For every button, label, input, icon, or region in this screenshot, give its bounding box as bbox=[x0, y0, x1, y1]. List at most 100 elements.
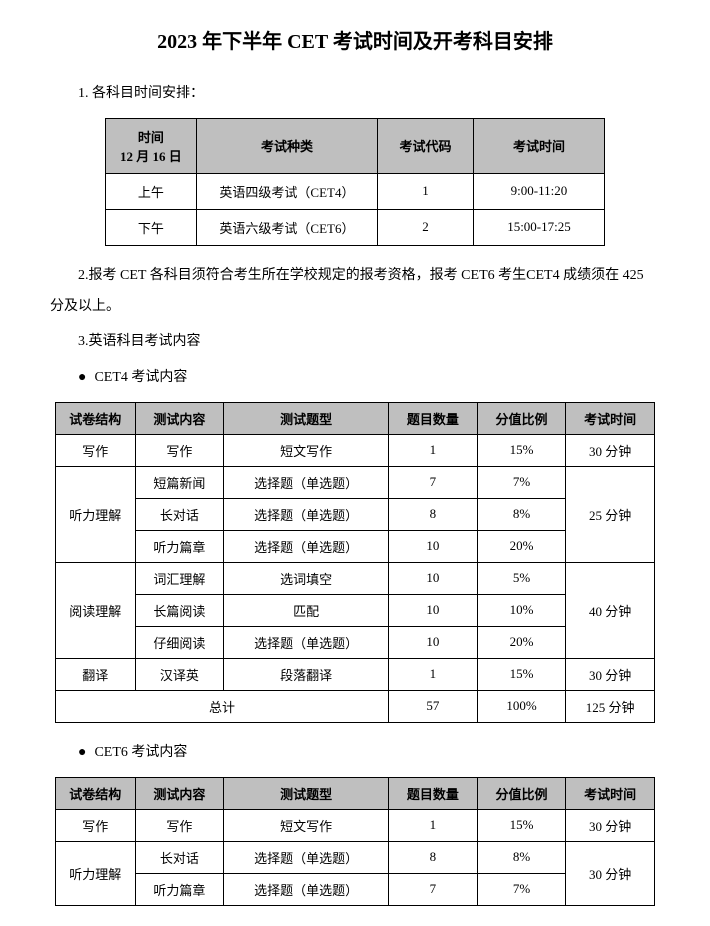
cell: 仔细阅读 bbox=[135, 626, 224, 658]
table-row: 仔细阅读 选择题（单选题） 10 20% bbox=[56, 626, 655, 658]
cell: 25 分钟 bbox=[566, 466, 655, 562]
cell: 15% bbox=[477, 809, 566, 841]
cell: 30 分钟 bbox=[566, 658, 655, 690]
cell: 长对话 bbox=[135, 498, 224, 530]
cell: 选择题（单选题） bbox=[224, 498, 389, 530]
col-date: 12 月 16 日 bbox=[112, 146, 190, 165]
cell: 1 bbox=[389, 809, 478, 841]
cell: 翻译 bbox=[56, 658, 136, 690]
cell: 段落翻译 bbox=[224, 658, 389, 690]
cell: 匹配 bbox=[224, 594, 389, 626]
cell: 10% bbox=[477, 594, 566, 626]
cell: 30 分钟 bbox=[566, 841, 655, 905]
cell-time: 9:00-11:20 bbox=[473, 173, 604, 209]
table-row: 上午 英语四级考试（CET4） 1 9:00-11:20 bbox=[106, 173, 605, 209]
cell: 听力理解 bbox=[56, 841, 136, 905]
cell: 听力理解 bbox=[56, 466, 136, 562]
cell: 7% bbox=[477, 466, 566, 498]
cell-period: 上午 bbox=[106, 173, 197, 209]
hdr-structure: 试卷结构 bbox=[56, 777, 136, 809]
cell: 7% bbox=[477, 873, 566, 905]
hdr-type: 测试题型 bbox=[224, 402, 389, 434]
cell: 10 bbox=[389, 562, 478, 594]
cell: 写作 bbox=[56, 809, 136, 841]
hdr-time: 考试时间 bbox=[566, 402, 655, 434]
cell: 8 bbox=[389, 498, 478, 530]
section3-heading: 3.英语科目考试内容 bbox=[50, 327, 660, 358]
cet6-label: CET6 考试内容 bbox=[78, 738, 660, 769]
cell: 写作 bbox=[135, 434, 224, 466]
table-row: 听力理解 短篇新闻 选择题（单选题） 7 7% 25 分钟 bbox=[56, 466, 655, 498]
cell-total-label: 总计 bbox=[56, 690, 389, 722]
cell: 词汇理解 bbox=[135, 562, 224, 594]
table-row: 长对话 选择题（单选题） 8 8% bbox=[56, 498, 655, 530]
hdr-test: 测试内容 bbox=[135, 402, 224, 434]
cell: 选词填空 bbox=[224, 562, 389, 594]
cell: 10 bbox=[389, 626, 478, 658]
hdr-time: 考试时间 bbox=[566, 777, 655, 809]
cell: 长篇阅读 bbox=[135, 594, 224, 626]
cell-code: 2 bbox=[378, 209, 474, 245]
table-row: 听力篇章 选择题（单选题） 10 20% bbox=[56, 530, 655, 562]
cell: 20% bbox=[477, 530, 566, 562]
cell: 8% bbox=[477, 498, 566, 530]
hdr-test: 测试内容 bbox=[135, 777, 224, 809]
table-row: 下午 英语六级考试（CET6） 2 15:00-17:25 bbox=[106, 209, 605, 245]
hdr-pct: 分值比例 bbox=[477, 777, 566, 809]
table-row: 写作 写作 短文写作 1 15% 30 分钟 bbox=[56, 809, 655, 841]
cell: 20% bbox=[477, 626, 566, 658]
table-row: 听力理解 长对话 选择题（单选题） 8 8% 30 分钟 bbox=[56, 841, 655, 873]
cet6-table: 试卷结构 测试内容 测试题型 题目数量 分值比例 考试时间 写作 写作 短文写作… bbox=[55, 777, 655, 906]
cell: 7 bbox=[389, 873, 478, 905]
cell: 15% bbox=[477, 658, 566, 690]
cell: 8% bbox=[477, 841, 566, 873]
section1-heading: 1. 各科目时间安排： bbox=[50, 79, 660, 110]
cell: 8 bbox=[389, 841, 478, 873]
cell: 30 分钟 bbox=[566, 434, 655, 466]
table-row: 总计 57 100% 125 分钟 bbox=[56, 690, 655, 722]
schedule-table: 时间 12 月 16 日 考试种类 考试代码 考试时间 上午 英语四级考试（CE… bbox=[105, 118, 605, 246]
cell: 10 bbox=[389, 530, 478, 562]
cell-type: 英语四级考试（CET4） bbox=[196, 173, 377, 209]
cell: 选择题（单选题） bbox=[224, 626, 389, 658]
cell: 1 bbox=[389, 434, 478, 466]
cell: 阅读理解 bbox=[56, 562, 136, 658]
cell: 7 bbox=[389, 466, 478, 498]
cell: 15% bbox=[477, 434, 566, 466]
cell: 30 分钟 bbox=[566, 809, 655, 841]
cell-code: 1 bbox=[378, 173, 474, 209]
hdr-num: 题目数量 bbox=[389, 402, 478, 434]
cell: 汉译英 bbox=[135, 658, 224, 690]
table-row: 翻译 汉译英 段落翻译 1 15% 30 分钟 bbox=[56, 658, 655, 690]
cell: 写作 bbox=[56, 434, 136, 466]
cell: 选择题（单选题） bbox=[224, 466, 389, 498]
cell: 57 bbox=[389, 690, 478, 722]
hdr-structure: 试卷结构 bbox=[56, 402, 136, 434]
hdr-pct: 分值比例 bbox=[477, 402, 566, 434]
cell: 125 分钟 bbox=[566, 690, 655, 722]
cell: 40 分钟 bbox=[566, 562, 655, 658]
table-row: 写作 写作 短文写作 1 15% 30 分钟 bbox=[56, 434, 655, 466]
cell: 选择题（单选题） bbox=[224, 841, 389, 873]
cell-period: 下午 bbox=[106, 209, 197, 245]
cet4-label: CET4 考试内容 bbox=[78, 363, 660, 394]
cell: 听力篇章 bbox=[135, 873, 224, 905]
col-type: 考试种类 bbox=[196, 118, 377, 173]
cell: 1 bbox=[389, 658, 478, 690]
cell: 短文写作 bbox=[224, 809, 389, 841]
cell: 100% bbox=[477, 690, 566, 722]
cell: 长对话 bbox=[135, 841, 224, 873]
cell-type: 英语六级考试（CET6） bbox=[196, 209, 377, 245]
cell: 选择题（单选题） bbox=[224, 873, 389, 905]
cell: 写作 bbox=[135, 809, 224, 841]
hdr-type: 测试题型 bbox=[224, 777, 389, 809]
cell-time: 15:00-17:25 bbox=[473, 209, 604, 245]
hdr-num: 题目数量 bbox=[389, 777, 478, 809]
cell: 短文写作 bbox=[224, 434, 389, 466]
col-code: 考试代码 bbox=[378, 118, 474, 173]
cell: 10 bbox=[389, 594, 478, 626]
col-time-label: 时间 bbox=[112, 127, 190, 146]
cell: 听力篇章 bbox=[135, 530, 224, 562]
table-row: 阅读理解 词汇理解 选词填空 10 5% 40 分钟 bbox=[56, 562, 655, 594]
section2-text: 2.报考 CET 各科目须符合考生所在学校规定的报考资格，报考 CET6 考生C… bbox=[50, 261, 660, 323]
